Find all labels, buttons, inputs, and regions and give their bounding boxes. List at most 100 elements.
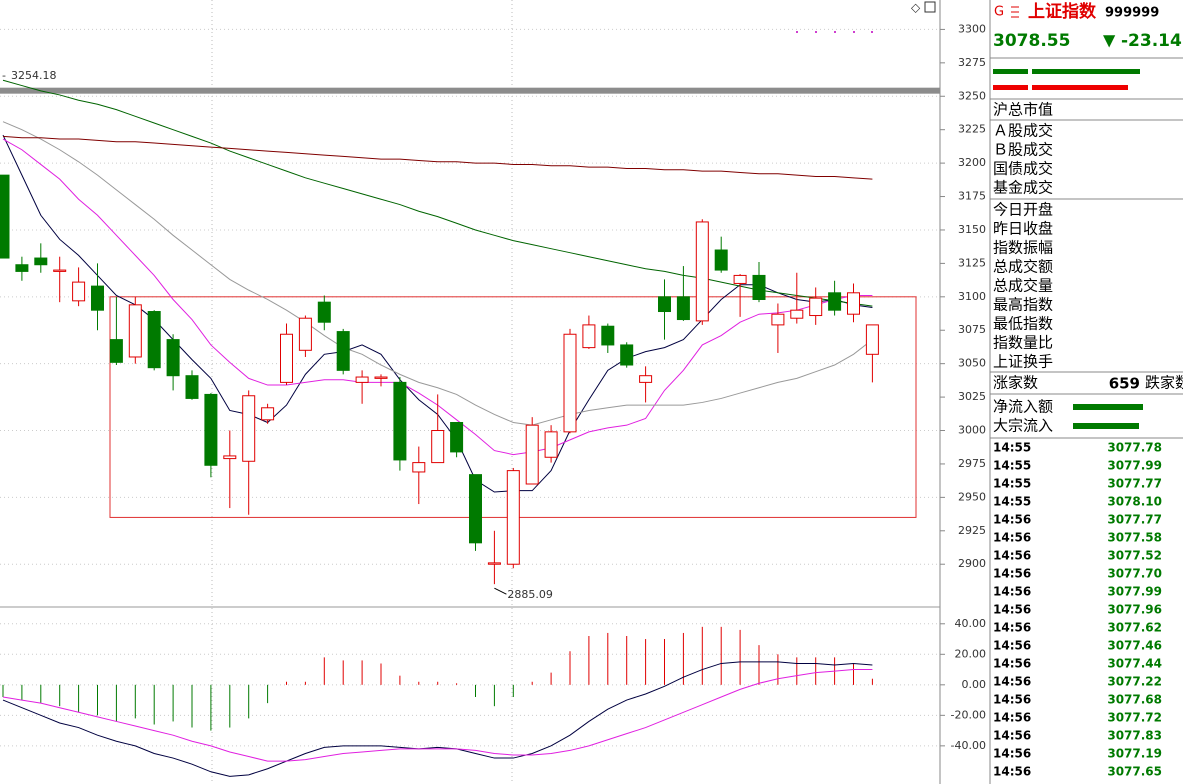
stat-label: 最高指数	[993, 296, 1053, 314]
y-tick-label: -40.00	[951, 739, 986, 752]
candle-body	[317, 301, 331, 323]
y-tick-label: 3125	[958, 256, 986, 269]
moving-average	[2, 121, 873, 426]
price: 3078.55	[993, 31, 1070, 51]
candle-body	[72, 281, 86, 302]
candle-body	[336, 331, 350, 371]
tick-price: 3077.62	[1107, 621, 1162, 635]
y-tick-label: 3200	[958, 156, 986, 169]
candle-body	[487, 562, 501, 565]
candle-body	[261, 407, 275, 421]
tick-price: 3077.22	[1107, 675, 1162, 689]
change: -23.14	[1121, 31, 1182, 51]
stat-label: 上证换手	[993, 353, 1053, 371]
stat-label: 总成交量	[993, 277, 1053, 295]
candle-body	[109, 339, 123, 363]
reference-band	[0, 87, 940, 94]
flow-label: 大宗流入	[993, 417, 1053, 435]
candle-body	[223, 455, 237, 460]
tick-time: 14:56	[993, 711, 1031, 725]
volume-bar	[993, 85, 1028, 90]
candle-body	[15, 264, 29, 272]
y-tick-label: 3150	[958, 223, 986, 236]
flow-bar	[1073, 404, 1143, 410]
candle-body	[544, 431, 558, 458]
tick-price: 3077.52	[1107, 549, 1162, 563]
tick-price: 3077.78	[1107, 441, 1162, 455]
candle-body	[374, 376, 388, 379]
decor-dots	[796, 31, 873, 33]
window-icon[interactable]	[924, 1, 936, 13]
y-tick-label: 3100	[958, 290, 986, 303]
stat-label: 最低指数	[993, 315, 1053, 333]
y-tick-label: 3050	[958, 357, 986, 370]
index-code: 999999	[1105, 6, 1159, 21]
tick-time: 14:56	[993, 657, 1031, 671]
flow-label: 净流入额	[993, 398, 1053, 416]
stat-label: 总成交额	[993, 258, 1053, 276]
y-tick-label: 3075	[958, 323, 986, 336]
stat-label: 基金成交	[993, 179, 1053, 197]
fall-label: 跌家数	[1145, 374, 1183, 392]
candle-body	[790, 309, 804, 319]
y-tick-label: 20.00	[955, 647, 987, 660]
stat-label: 指数量比	[993, 334, 1053, 352]
moving-average	[2, 135, 873, 180]
y-tick-label: 40.00	[955, 617, 987, 630]
candle-body	[185, 375, 199, 399]
tick-time: 14:56	[993, 513, 1031, 527]
candle-body	[469, 474, 482, 544]
candle-body	[53, 269, 67, 272]
tick-time: 14:56	[993, 639, 1031, 653]
tick-time: 14:55	[993, 459, 1031, 473]
menu-icon[interactable]	[1011, 6, 1019, 18]
moving-average	[2, 79, 873, 307]
volume-bar	[1032, 85, 1128, 90]
diamond-icon[interactable]: ◇	[911, 1, 921, 15]
tick-price: 3077.46	[1107, 639, 1162, 653]
candle-body	[658, 296, 671, 313]
tick-time: 14:56	[993, 765, 1031, 779]
tick-price: 3077.83	[1107, 729, 1162, 743]
volume-bar	[993, 69, 1028, 74]
tick-time: 14:56	[993, 729, 1031, 743]
candle-body	[34, 257, 48, 266]
tick-time: 14:56	[993, 747, 1031, 761]
candle-body	[752, 274, 766, 300]
tick-time: 14:56	[993, 585, 1031, 599]
y-tick-label: 2950	[958, 490, 986, 503]
stat-label: 昨日收盘	[993, 220, 1053, 238]
candle-body	[733, 274, 747, 284]
candle-body	[147, 311, 161, 369]
candle-body	[298, 317, 312, 351]
y-tick-label: 3300	[958, 22, 986, 35]
candle-body	[204, 393, 218, 466]
low-label: 2885.09	[507, 588, 553, 601]
index-name: 上证指数	[1028, 1, 1097, 22]
ref-label: 3254.18	[11, 69, 57, 82]
macd-line	[2, 661, 873, 777]
y-tick-label: 3025	[958, 390, 986, 403]
candle-body	[91, 285, 104, 311]
tick-price: 3077.77	[1107, 513, 1162, 527]
candle-body	[393, 381, 407, 461]
volume-bar	[1032, 69, 1140, 74]
marker: G	[994, 5, 1004, 20]
tick-price: 3077.77	[1107, 477, 1162, 491]
ref-dash: -	[2, 69, 6, 82]
down-arrow: ▼	[1103, 31, 1116, 50]
candle-body	[865, 324, 879, 355]
candle-body	[639, 375, 653, 383]
y-tick-label: -20.00	[951, 708, 986, 721]
tick-time: 14:55	[993, 477, 1031, 491]
candle-body	[620, 344, 634, 366]
candle-body	[563, 333, 577, 433]
candle-body	[0, 174, 10, 259]
tick-price: 3077.99	[1107, 459, 1162, 473]
y-tick-label: 3275	[958, 56, 986, 69]
tick-time: 14:56	[993, 549, 1031, 563]
tick-price: 3077.72	[1107, 711, 1162, 725]
tick-price: 3077.99	[1107, 585, 1162, 599]
